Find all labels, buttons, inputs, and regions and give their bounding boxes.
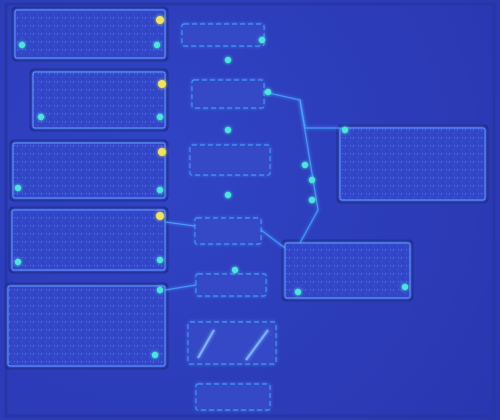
diagonal-marks [197,329,269,361]
trace-8 [164,221,196,227]
hotspot-25 [231,266,239,274]
hotspot-1 [18,41,26,49]
hotspot-3 [153,41,161,49]
hotspot-20 [224,126,232,134]
hotspot-26 [258,36,266,44]
panel-left-3-shadow [9,139,169,202]
hotspot-12 [156,256,164,264]
hotspot-5 [158,80,166,88]
hotspot-14 [151,351,159,359]
hotspot-2 [156,16,164,24]
block-center-3 [189,144,271,176]
panel-left-2 [32,71,166,129]
panel-right-upper-shadow [336,124,489,204]
block-center-7 [195,383,271,411]
hotspot-6 [156,113,164,121]
trace-11 [164,284,197,291]
hotspot-10 [156,212,164,220]
block-center-2 [191,79,265,109]
block-center-1 [181,23,265,47]
panel-left-4 [11,209,166,271]
block-center-4 [194,217,262,245]
panel-left-1 [14,9,166,59]
hotspot-17 [401,283,409,291]
hotspot-23 [308,196,316,204]
hotspot-21 [224,191,232,199]
panel-right-upper [339,127,486,201]
panel-left-4-shadow [8,206,169,274]
hotspot-15 [341,126,349,134]
hotspot-24 [301,161,309,169]
hotspot-19 [224,56,232,64]
panel-left-2-shadow [29,68,169,132]
trace-9 [260,229,286,249]
panel-right-lower [284,242,411,299]
panel-left-5-shadow [4,282,169,370]
panel-left-3 [12,142,166,199]
outer-frame [4,2,496,418]
panel-right-lower-shadow [281,239,414,302]
block-center-6 [187,321,277,365]
block-center-5 [195,273,267,297]
hotspot-7 [14,184,22,192]
hotspot-4 [37,113,45,121]
hotspot-11 [14,258,22,266]
hotspot-16 [294,288,302,296]
hotspot-22 [308,176,316,184]
panel-left-5 [7,285,166,367]
hotspot-13 [156,286,164,294]
hotspot-9 [156,186,164,194]
hotspot-8 [158,148,166,156]
hotspot-18 [264,88,272,96]
trace-14 [299,99,319,244]
